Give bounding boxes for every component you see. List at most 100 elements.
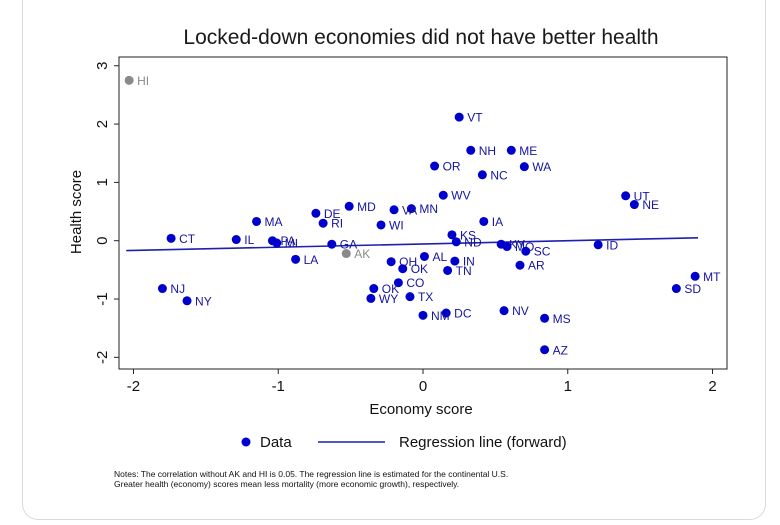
data-point-label: WV bbox=[451, 189, 470, 203]
y-tick-label: 1 bbox=[94, 178, 111, 186]
data-point bbox=[166, 233, 176, 243]
data-point-label: VA bbox=[402, 203, 417, 217]
y-axis: -2 -1 0 1 2 3 bbox=[94, 62, 119, 364]
data-point-label: NC bbox=[490, 168, 508, 182]
data-point bbox=[252, 216, 262, 226]
data-point-label: NY bbox=[195, 294, 212, 308]
data-point-label: LA bbox=[304, 253, 319, 267]
data-point bbox=[344, 201, 354, 211]
data-point-label: PA bbox=[280, 234, 295, 248]
regression-line bbox=[126, 236, 699, 252]
data-point-label: MS bbox=[553, 312, 571, 326]
data-point bbox=[438, 190, 448, 200]
data-point-label: SC bbox=[534, 245, 551, 259]
y-tick-label: 0 bbox=[94, 237, 111, 245]
data-point bbox=[515, 260, 525, 270]
data-point bbox=[182, 296, 192, 306]
data-point-label: IA bbox=[492, 215, 503, 229]
data-point-label: OK bbox=[411, 262, 428, 276]
data-point bbox=[671, 284, 681, 294]
legend-line-label: Regression line (forward) bbox=[399, 434, 567, 451]
data-point bbox=[521, 246, 531, 256]
data-point bbox=[540, 345, 550, 355]
data-point-label: AL bbox=[432, 250, 447, 264]
data-point bbox=[451, 237, 461, 247]
data-point bbox=[499, 306, 509, 316]
data-point bbox=[291, 254, 301, 264]
data-point bbox=[386, 257, 396, 267]
y-tick-label: -2 bbox=[94, 351, 111, 364]
data-point-label: CO bbox=[406, 276, 424, 290]
data-point bbox=[369, 284, 379, 294]
data-point-label: MI bbox=[285, 237, 298, 251]
data-point-label: VT bbox=[467, 111, 483, 125]
data-point-label: NV bbox=[512, 304, 529, 318]
data-point-label: OR bbox=[443, 160, 461, 174]
data-point-label: WI bbox=[389, 218, 404, 232]
data-point-label: WY bbox=[379, 292, 398, 306]
data-point bbox=[502, 242, 512, 252]
data-point bbox=[341, 249, 351, 259]
data-point-label: AZ bbox=[553, 343, 568, 357]
data-point bbox=[593, 240, 603, 250]
y-tick-label: -1 bbox=[94, 292, 111, 305]
y-axis-label: Health score bbox=[68, 170, 85, 254]
data-point bbox=[441, 308, 451, 318]
legend: Data Regression line (forward) bbox=[241, 434, 567, 451]
data-point bbox=[447, 230, 457, 240]
chart-title: Locked-down economies did not have bette… bbox=[183, 26, 658, 49]
data-point-label: NH bbox=[479, 144, 496, 158]
data-point bbox=[454, 112, 464, 122]
x-tick-label: 1 bbox=[564, 378, 572, 395]
data-point bbox=[231, 235, 241, 245]
data-point-label: WA bbox=[532, 160, 551, 174]
y-tick-label: 3 bbox=[94, 62, 111, 70]
data-point bbox=[506, 145, 516, 155]
data-point-label: MN bbox=[419, 202, 438, 216]
data-point-label: TX bbox=[418, 290, 433, 304]
data-point bbox=[479, 216, 489, 226]
data-point-label: ND bbox=[464, 235, 482, 249]
notes-line-1: Notes: The correlation without AK and HI… bbox=[114, 469, 509, 479]
data-point bbox=[418, 310, 428, 320]
data-point-label: IL bbox=[244, 233, 254, 247]
data-point-label: KS bbox=[460, 228, 476, 242]
legend-data-marker bbox=[241, 437, 251, 447]
data-point-label: NJ bbox=[170, 282, 185, 296]
data-point bbox=[430, 161, 440, 171]
data-point bbox=[406, 204, 416, 214]
data-point-label: UT bbox=[634, 189, 651, 203]
data-point-label: CT bbox=[179, 232, 196, 246]
x-axis: -2 -1 0 1 2 bbox=[127, 369, 717, 395]
notes-line-2: Greater health (economy) scores mean les… bbox=[114, 479, 460, 489]
data-point-label: AK bbox=[354, 247, 370, 261]
data-point-label: SD bbox=[684, 282, 701, 296]
data-point bbox=[327, 239, 337, 249]
data-point bbox=[466, 145, 476, 155]
data-point-label: NM bbox=[431, 309, 450, 323]
y-tick-label: 2 bbox=[94, 120, 111, 128]
data-point-label: IN bbox=[463, 255, 475, 269]
data-point bbox=[366, 293, 376, 303]
chart-card: Locked-down economies did not have bette… bbox=[22, 0, 766, 520]
data-point bbox=[621, 191, 631, 201]
data-point-label: DE bbox=[324, 207, 341, 221]
data-point-label: HI bbox=[137, 74, 149, 88]
data-point bbox=[124, 75, 134, 85]
data-point-label: MT bbox=[703, 270, 721, 284]
data-point bbox=[443, 265, 453, 275]
data-point-label: AR bbox=[528, 259, 545, 273]
x-tick-label: -1 bbox=[272, 378, 285, 395]
data-point bbox=[629, 200, 639, 210]
data-point bbox=[419, 251, 429, 261]
data-point bbox=[272, 238, 282, 248]
scatter-chart: Locked-down economies did not have bette… bbox=[68, 26, 728, 451]
data-point bbox=[540, 313, 550, 323]
data-point-label: NE bbox=[642, 198, 659, 212]
data-point bbox=[405, 292, 415, 302]
x-tick-label: 2 bbox=[708, 378, 716, 395]
data-point-label: TN bbox=[456, 264, 472, 278]
data-point bbox=[398, 264, 408, 274]
data-point bbox=[389, 205, 399, 215]
